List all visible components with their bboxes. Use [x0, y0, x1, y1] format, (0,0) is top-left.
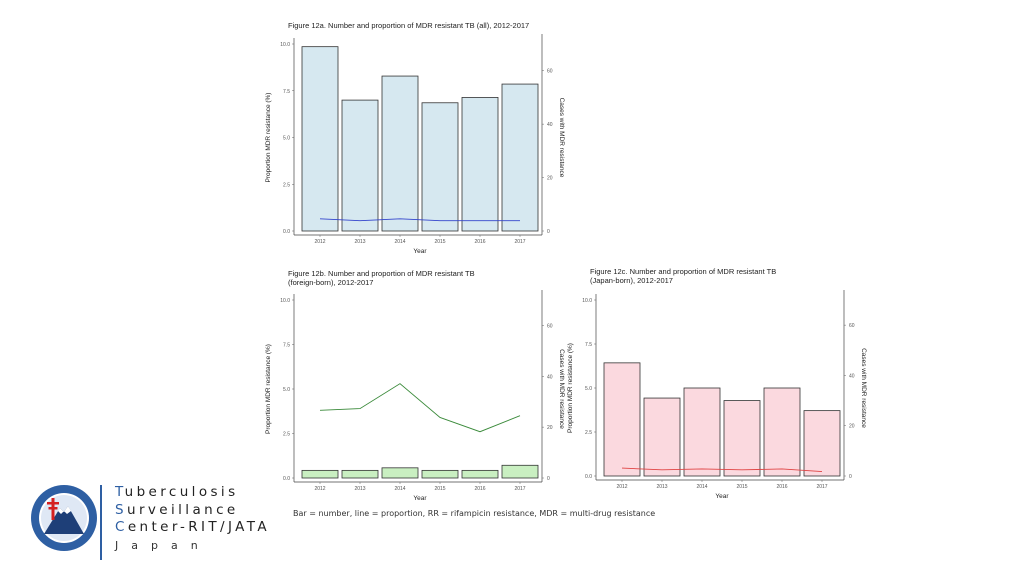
brand-line4: Japan	[115, 538, 211, 552]
bar-2014	[381, 75, 419, 232]
y2-tick-label: 60	[547, 323, 553, 329]
y2-tick-label: 40	[547, 374, 553, 380]
bar-2015	[723, 400, 761, 477]
bar-2013	[341, 99, 379, 232]
chart-title: Figure 12a. Number and proportion of MDR…	[288, 21, 529, 30]
x-tick-label: 2016	[474, 486, 485, 492]
y2-tick-label: 20	[849, 424, 855, 430]
chart-title: Figure 12b. Number and proportion of MDR…	[288, 269, 475, 278]
y2-axis-label: Cases with MDR resistance	[558, 349, 565, 429]
y-tick-label: 5.0	[283, 136, 290, 142]
y2-tick-label: 20	[547, 176, 553, 182]
chart-title: Figure 12c. Number and proportion of MDR…	[590, 267, 776, 276]
x-tick-label: 2017	[514, 239, 525, 245]
y-tick-label: 2.5	[585, 430, 592, 436]
y2-tick-label: 0	[547, 476, 550, 482]
chart-12b: Figure 12b. Number and proportion of MDR…	[265, 269, 565, 502]
bar-2016	[461, 469, 499, 479]
x-tick-label: 2015	[736, 484, 747, 490]
brand-line3-cap: C	[115, 519, 128, 535]
brand-line3: enter-RIT/JATA	[127, 519, 270, 535]
chart-title: (foreign-born), 2012-2017	[288, 278, 373, 287]
x-tick-label: 2012	[314, 486, 325, 492]
x-tick-label: 2012	[314, 239, 325, 245]
y-tick-label: 10.0	[582, 298, 592, 304]
y2-axis-label: Cases with MDR resistance	[558, 98, 565, 178]
y-axis-label: Proportion MDR resistance (%)	[265, 93, 272, 183]
chart-12a: Figure 12a. Number and proportion of MDR…	[265, 21, 565, 255]
y-tick-label: 0.0	[283, 476, 290, 482]
x-tick-label: 2013	[656, 484, 667, 490]
bar-2012	[603, 362, 641, 477]
bar-2014	[381, 467, 419, 479]
x-tick-label: 2013	[354, 486, 365, 492]
chart-footnote: Bar = number, line = proportion, RR = ri…	[293, 509, 656, 518]
y-tick-label: 10.0	[280, 298, 290, 304]
y2-tick-label: 60	[547, 69, 553, 75]
proportion-line	[319, 218, 520, 222]
x-tick-label: 2014	[394, 486, 405, 492]
brand-text: Tuberculosis Surveillance Center-RIT/JAT…	[115, 484, 270, 554]
brand-line1: uberculosis	[124, 484, 239, 500]
y-tick-label: 2.5	[283, 182, 290, 188]
y-tick-label: 0.0	[283, 229, 290, 235]
y-tick-label: 7.5	[283, 89, 290, 95]
x-tick-label: 2015	[434, 486, 445, 492]
brand-line2-cap: S	[115, 501, 127, 518]
y2-tick-label: 0	[849, 474, 852, 480]
bar-2017	[501, 83, 539, 232]
x-tick-label: 2017	[514, 486, 525, 492]
bar-2012	[301, 469, 339, 479]
bar-2015	[421, 469, 459, 479]
y-axis-label: Proportion MDR resistance (%)	[567, 343, 574, 433]
bar-2017	[803, 410, 841, 477]
bar-2014	[683, 387, 721, 477]
bar-2012	[301, 46, 339, 232]
brand-line1-cap: T	[115, 484, 125, 500]
x-tick-label: 2016	[776, 484, 787, 490]
x-tick-label: 2015	[434, 239, 445, 245]
x-axis-label: Year	[715, 493, 729, 500]
chart-12c: Figure 12c. Number and proportion of MDR…	[567, 267, 867, 500]
x-axis-label: Year	[413, 495, 427, 502]
jata-seal-logo	[31, 485, 97, 551]
y2-tick-label: 60	[849, 323, 855, 329]
y-tick-label: 5.0	[283, 387, 290, 393]
x-tick-label: 2014	[394, 239, 405, 245]
y-tick-label: 2.5	[283, 432, 290, 438]
bar-2016	[763, 387, 801, 477]
y-tick-label: 0.0	[585, 474, 592, 480]
proportion-line	[621, 467, 823, 473]
y2-tick-label: 40	[547, 122, 553, 128]
x-tick-label: 2014	[696, 484, 707, 490]
y2-tick-label: 0	[547, 229, 550, 235]
chart-title: (Japan-born), 2012-2017	[590, 276, 673, 285]
y-tick-label: 7.5	[283, 343, 290, 349]
y-tick-label: 10.0	[280, 42, 290, 48]
x-tick-label: 2017	[816, 484, 827, 490]
y2-axis-label: Cases with MDR resistance	[860, 348, 867, 428]
y-tick-label: 5.0	[585, 386, 592, 392]
bar-2013	[643, 397, 681, 477]
x-tick-label: 2013	[354, 239, 365, 245]
y2-tick-label: 20	[547, 425, 553, 431]
brand-line2: urveillance	[126, 501, 239, 518]
x-tick-label: 2012	[616, 484, 627, 490]
proportion-line	[319, 383, 521, 433]
bar-2016	[461, 97, 499, 232]
bar-2015	[421, 102, 459, 232]
x-axis-label: Year	[413, 248, 427, 255]
y-tick-label: 7.5	[585, 342, 592, 348]
y-axis-label: Proportion MDR resistance (%)	[265, 344, 272, 434]
bar-2013	[341, 469, 379, 479]
y2-tick-label: 40	[849, 373, 855, 379]
x-tick-label: 2016	[474, 239, 485, 245]
bar-2017	[501, 464, 539, 479]
brand-divider	[100, 485, 102, 560]
